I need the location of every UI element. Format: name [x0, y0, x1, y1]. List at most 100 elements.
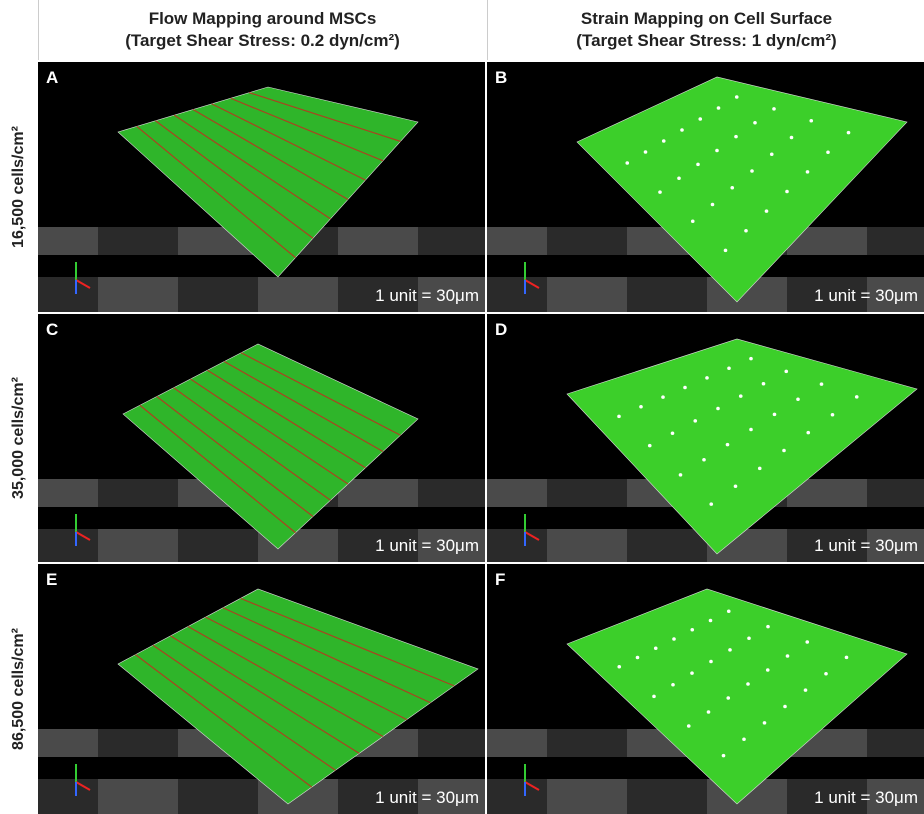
floor-tile — [38, 779, 98, 814]
strain-marker — [739, 394, 743, 398]
strain-marker — [806, 170, 810, 174]
floor-tile — [418, 729, 485, 757]
strain-marker — [805, 640, 809, 644]
floor-tile — [338, 479, 418, 507]
floor-tile — [38, 277, 98, 312]
floor-tile — [487, 227, 547, 255]
strain-marker — [709, 619, 713, 623]
strain-marker — [746, 682, 750, 686]
cell-surface — [577, 77, 907, 302]
panel-letter: F — [495, 570, 505, 590]
scale-label: 1 unit = 30μm — [375, 536, 479, 556]
floor-tile — [867, 729, 924, 757]
floor-tile — [98, 779, 178, 814]
strain-marker — [625, 161, 629, 165]
floor-tile — [487, 529, 547, 562]
floor-tile — [627, 529, 707, 562]
row-label: 35,000 cells/cm² — [0, 314, 38, 562]
floor-tile — [98, 227, 178, 255]
floor-tile — [487, 729, 547, 757]
strain-marker — [672, 637, 676, 641]
strain-marker — [716, 407, 720, 411]
strain-marker — [826, 150, 830, 154]
strain-marker — [806, 431, 810, 435]
panel-letter: B — [495, 68, 507, 88]
strain-marker — [855, 395, 859, 399]
scale-label: 1 unit = 30μm — [814, 536, 918, 556]
strain-marker — [750, 169, 754, 173]
strain-marker — [804, 688, 808, 692]
cell-surface — [118, 589, 478, 804]
figure: Flow Mapping around MSCs(Target Shear St… — [0, 0, 924, 814]
strain-marker — [809, 119, 813, 123]
strain-marker — [717, 106, 721, 110]
strain-marker — [715, 149, 719, 153]
row-label-text: 86,500 cells/cm² — [10, 628, 28, 750]
strain-marker — [744, 229, 748, 233]
floor-tile — [547, 779, 627, 814]
floor-tile — [38, 479, 98, 507]
image-panel: C 1 unit = 30μm — [38, 314, 485, 562]
strain-marker — [698, 117, 702, 121]
strain-marker — [747, 636, 751, 640]
strain-marker — [765, 209, 769, 213]
strain-marker — [662, 139, 666, 143]
column-subtitle: (Target Shear Stress: 1 dyn/cm²) — [576, 30, 836, 52]
strain-marker — [693, 419, 697, 423]
strain-marker — [796, 397, 800, 401]
row-label-text: 35,000 cells/cm² — [10, 377, 28, 499]
strain-marker — [845, 656, 849, 660]
strain-marker — [680, 128, 684, 132]
floor-tile — [98, 729, 178, 757]
floor-tile — [98, 529, 178, 562]
strain-marker — [734, 484, 738, 488]
strain-marker — [722, 754, 726, 758]
strain-marker — [683, 386, 687, 390]
scale-label: 1 unit = 30μm — [814, 788, 918, 808]
floor-tile — [547, 227, 627, 255]
strain-marker — [724, 249, 728, 253]
strain-marker — [677, 176, 681, 180]
strain-marker — [727, 366, 731, 370]
cell-surface — [567, 589, 907, 804]
panel-image — [487, 564, 924, 814]
strain-marker — [820, 382, 824, 386]
floor-tile — [418, 227, 485, 255]
floor-tile — [547, 529, 627, 562]
floor-tile — [867, 227, 924, 255]
strain-marker — [648, 444, 652, 448]
floor-tile — [487, 479, 547, 507]
panel-image — [487, 314, 924, 562]
strain-marker — [691, 219, 695, 223]
scale-label: 1 unit = 30μm — [814, 286, 918, 306]
floor-tile — [178, 529, 258, 562]
strain-marker — [749, 428, 753, 432]
strain-marker — [702, 458, 706, 462]
strain-marker — [639, 405, 643, 409]
column-subtitle: (Target Shear Stress: 0.2 dyn/cm²) — [125, 30, 400, 52]
strain-marker — [742, 737, 746, 741]
strain-marker — [690, 628, 694, 632]
strain-marker — [709, 660, 713, 664]
column-title: Flow Mapping around MSCs — [149, 8, 377, 30]
strain-marker — [735, 95, 739, 99]
strain-marker — [790, 136, 794, 140]
floor-tile — [487, 277, 547, 312]
strain-marker — [644, 150, 648, 154]
strain-marker — [753, 121, 757, 125]
strain-marker — [726, 443, 730, 447]
strain-marker — [636, 656, 640, 660]
strain-marker — [785, 190, 789, 194]
strain-marker — [784, 370, 788, 374]
strain-marker — [671, 431, 675, 435]
panel-image — [487, 62, 924, 312]
strain-marker — [734, 135, 738, 139]
floor-tile — [338, 227, 418, 255]
strain-marker — [824, 672, 828, 676]
strain-marker — [783, 705, 787, 709]
panel-letter: C — [46, 320, 58, 340]
panel-letter: E — [46, 570, 57, 590]
image-panel: A1 unit = 30μm — [38, 62, 485, 312]
image-panel: B 1 unit = 30μm — [487, 62, 924, 312]
floor-tile — [487, 779, 547, 814]
